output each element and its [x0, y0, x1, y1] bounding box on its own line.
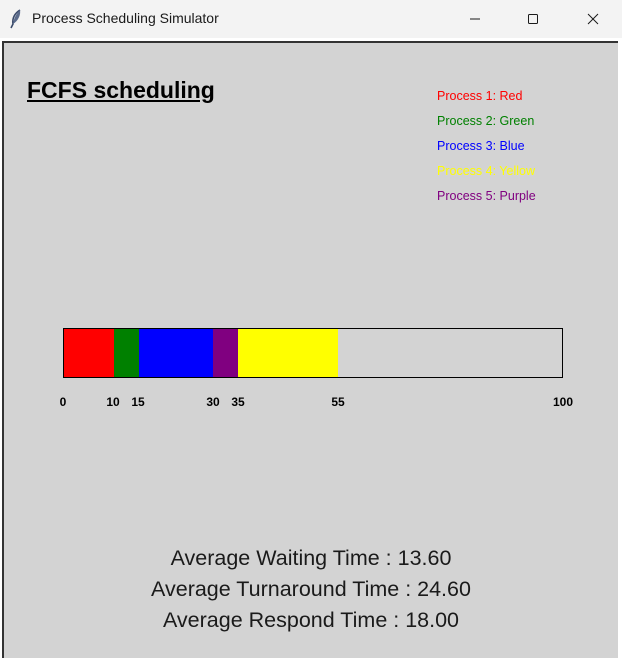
tick-label-55: 55 [331, 395, 345, 409]
legend-process-5: Process 5: Purple [437, 189, 536, 203]
scheduler-canvas: FCFS scheduling Process 1: Red Process 2… [2, 41, 618, 658]
close-icon [587, 13, 599, 25]
gantt-segment-process-1 [64, 329, 114, 377]
tick-label-10: 10 [106, 395, 120, 409]
tick-label-30: 30 [206, 395, 220, 409]
tick-label-15: 15 [131, 395, 145, 409]
maximize-button[interactable] [504, 0, 562, 38]
gantt-segment-process-2 [113, 329, 139, 377]
legend-process-2: Process 2: Green [437, 114, 535, 128]
average-turnaround-time: Average Turnaround Time : 24.60 [151, 577, 471, 601]
maximize-icon [528, 14, 538, 24]
window-title: Process Scheduling Simulator [32, 10, 219, 26]
average-waiting-time: Average Waiting Time : 13.60 [170, 546, 452, 570]
gantt-segment-process-5 [213, 329, 239, 377]
page-title: FCFS scheduling [27, 77, 215, 103]
title-bar[interactable]: Process Scheduling Simulator [0, 0, 622, 38]
feather-icon [10, 9, 21, 29]
tick-label-0: 0 [59, 395, 67, 409]
tick-label-100: 100 [552, 395, 574, 409]
gantt-chart [63, 328, 563, 378]
minimize-button[interactable] [446, 0, 504, 38]
legend-process-3: Process 3: Blue [437, 139, 525, 153]
minimize-icon [470, 18, 480, 20]
tick-label-35: 35 [231, 395, 245, 409]
legend-process-4: Process 4: Yellow [437, 164, 535, 178]
gantt-segment-process-3 [138, 329, 214, 377]
average-respond-time: Average Respond Time : 18.00 [162, 608, 459, 632]
legend-process-1: Process 1: Red [437, 89, 523, 103]
close-button[interactable] [564, 0, 622, 38]
gantt-segment-process-4 [238, 329, 338, 377]
